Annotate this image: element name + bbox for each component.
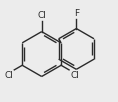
Text: F: F xyxy=(74,9,79,18)
Text: Cl: Cl xyxy=(37,11,46,20)
Text: Cl: Cl xyxy=(70,71,79,80)
Text: Cl: Cl xyxy=(4,71,13,80)
